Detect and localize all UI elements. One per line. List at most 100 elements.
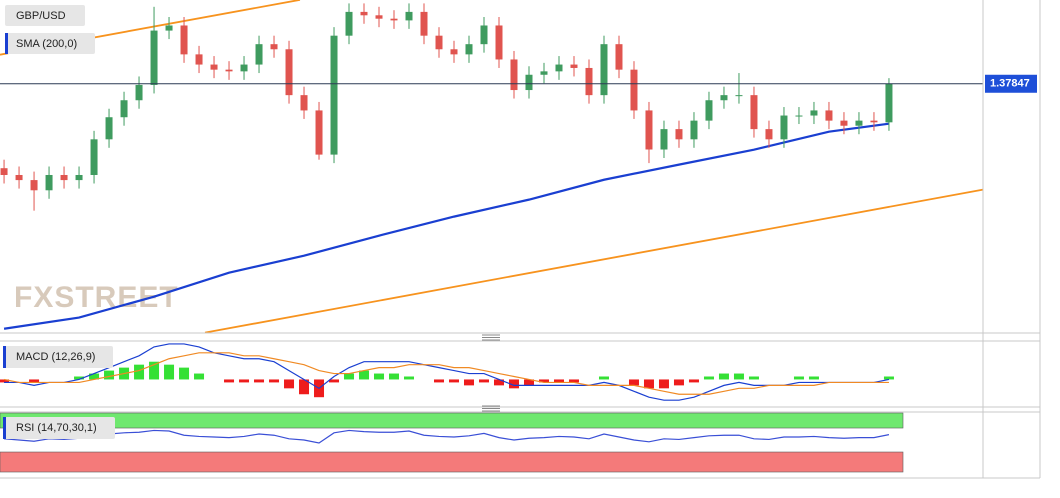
candle-body — [840, 120, 848, 126]
histogram-bar — [733, 373, 744, 380]
histogram-bar — [254, 379, 265, 383]
histogram-bar — [508, 379, 519, 389]
histogram-bar — [434, 379, 445, 383]
panel-title: MACD (12,26,9) — [16, 351, 95, 363]
histogram-bar — [643, 379, 654, 389]
candle-body — [780, 115, 788, 140]
legend-label: SMA (200,0) — [16, 38, 77, 50]
candle-body — [345, 11, 353, 36]
rsi-legend[interactable]: RSI (14,70,30,1) — [3, 417, 115, 439]
candle-body — [870, 120, 878, 123]
last-price-label: 1.37847 — [990, 78, 1030, 90]
histogram-bar — [269, 379, 280, 383]
overbought-band — [0, 412, 904, 429]
histogram-bar — [0, 379, 10, 383]
candle-body — [270, 44, 278, 50]
candle-body — [690, 120, 698, 140]
overlay-layer: 1.37847 — [985, 74, 1037, 93]
histogram-bar — [523, 379, 534, 386]
histogram-bar — [224, 379, 235, 383]
sma-line — [3, 122, 890, 330]
legend-box — [3, 346, 113, 368]
candle-body — [0, 168, 8, 175]
panel-title: RSI (14,70,30,1) — [16, 422, 97, 434]
candle-body — [225, 69, 233, 72]
resize-handle[interactable] — [482, 405, 500, 412]
candle-body — [30, 180, 38, 191]
legend-box — [5, 33, 95, 54]
histogram-bar — [538, 379, 549, 383]
resize-handle[interactable] — [482, 334, 500, 341]
candle-body — [180, 25, 188, 55]
candle-body — [885, 83, 893, 123]
candle-body — [645, 110, 653, 150]
candle-body — [360, 11, 368, 16]
histogram-bar — [658, 379, 669, 389]
histogram-bar — [239, 379, 250, 383]
histogram-bar — [464, 379, 475, 386]
candle-body — [735, 95, 743, 97]
histogram-bar — [748, 376, 759, 380]
macd-legend[interactable]: MACD (12,26,9) — [3, 346, 113, 368]
candle-body — [375, 15, 383, 19]
indicator-legend[interactable]: SMA (200,0) — [5, 33, 95, 54]
candle-body — [195, 54, 203, 65]
candle-body — [15, 174, 23, 181]
candle-body — [285, 49, 293, 96]
candle-body — [615, 44, 623, 70]
candle-body — [525, 74, 533, 91]
histogram-bar — [808, 376, 819, 380]
histogram-bar — [404, 376, 415, 380]
candle-body — [810, 110, 818, 116]
histogram-bar — [449, 379, 460, 383]
candle-body — [300, 95, 308, 111]
rsi-line — [4, 429, 890, 444]
histogram-bar — [553, 379, 564, 383]
candle-body — [75, 174, 83, 181]
candle-body — [330, 35, 338, 155]
candle-body — [495, 25, 503, 60]
candle-body — [675, 129, 683, 140]
candle-body — [825, 110, 833, 121]
histogram-bar — [688, 379, 699, 383]
candle-body — [465, 44, 473, 55]
oversold-band — [0, 451, 904, 473]
histogram-bar — [104, 370, 115, 380]
candle-body — [150, 30, 158, 85]
histogram-bar — [284, 379, 295, 389]
histogram-bar — [628, 379, 639, 386]
histogram-bar — [598, 376, 609, 380]
last-price-box — [985, 74, 1037, 93]
candle-body — [855, 120, 863, 126]
candle-body — [60, 174, 68, 181]
trend-line — [204, 188, 984, 334]
histogram-bar — [299, 379, 310, 395]
candle-body — [510, 59, 518, 91]
legend-box — [3, 417, 115, 439]
panel-frame — [0, 0, 1041, 479]
candle-body — [390, 18, 398, 21]
candle-body — [120, 100, 128, 118]
histogram-bar — [344, 373, 355, 380]
macd-line — [4, 343, 890, 401]
candle-body — [600, 44, 608, 96]
candle-body — [795, 115, 803, 117]
legend-swatch — [5, 33, 8, 54]
candle-body — [555, 64, 563, 72]
histogram-bar — [134, 364, 145, 380]
symbol-legend[interactable]: GBP/USD — [5, 5, 85, 26]
candle-body — [765, 129, 773, 140]
candle-body — [750, 95, 758, 130]
candle-body — [480, 25, 488, 45]
histogram-bar — [883, 376, 894, 380]
candle-body — [435, 35, 443, 50]
candle-body — [90, 139, 98, 175]
candle-body — [660, 129, 668, 150]
candle-body — [705, 100, 713, 121]
candle-body — [570, 64, 578, 68]
legend-swatch — [3, 417, 6, 439]
candle-body — [315, 110, 323, 155]
histogram-bar — [374, 373, 385, 380]
histogram-bar — [179, 367, 190, 380]
